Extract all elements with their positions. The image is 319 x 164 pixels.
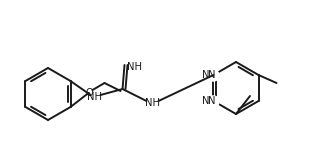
Text: N: N [208,70,215,80]
Text: NH: NH [145,98,160,108]
Text: N: N [202,70,210,80]
Text: N: N [208,96,215,106]
Text: N: N [202,96,210,106]
Text: NH: NH [87,92,102,102]
Text: O: O [85,88,93,98]
Text: NH: NH [127,62,142,72]
